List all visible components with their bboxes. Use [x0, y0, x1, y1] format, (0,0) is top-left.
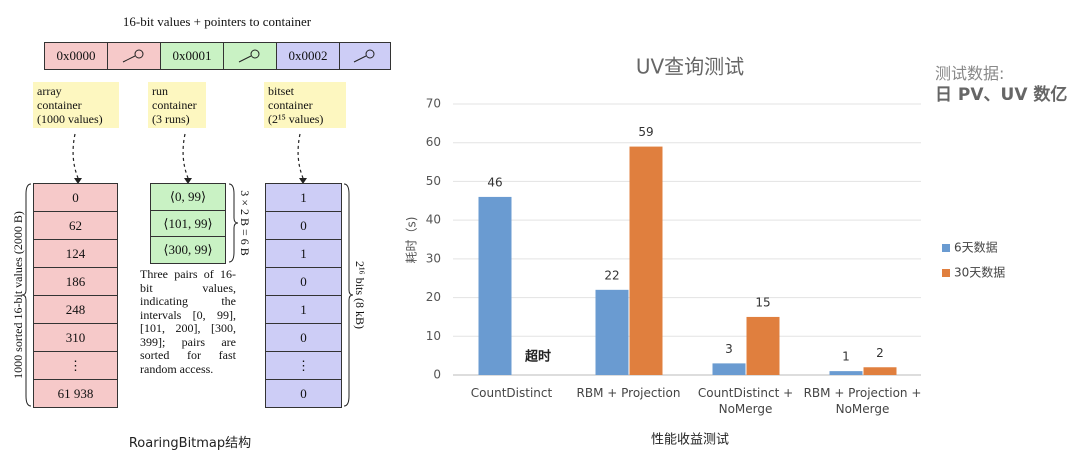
data-label: 15: [755, 295, 770, 309]
chart-caption: 性能收益测试: [651, 433, 729, 448]
container-cell: ⋮: [265, 351, 342, 380]
container-cell: ⟨0, 99⟩: [150, 183, 226, 211]
arrow: [182, 133, 189, 179]
container-label: array container (1000 values): [33, 82, 119, 128]
pointer-cell: [339, 42, 391, 70]
bar: [746, 316, 780, 375]
x-tick-label: CountDistinct: [470, 386, 553, 400]
container-cell: 0: [265, 267, 342, 296]
container-cell: 0: [265, 211, 342, 240]
container-cell: 248: [33, 295, 118, 324]
y-tick-label: 10: [426, 329, 441, 343]
container-size: 3 × 2 B = 6 B: [238, 190, 252, 256]
key-cell: 0x0000: [44, 42, 108, 70]
run-description: Three pairs of 16-bit values, indicating…: [140, 267, 236, 376]
container-cell: 0: [265, 379, 342, 408]
bar: [595, 289, 629, 375]
annotation: 超时: [525, 349, 551, 365]
legend-swatch: [942, 269, 950, 277]
data-label: 1: [842, 350, 850, 364]
bar: [629, 146, 663, 375]
arrow-head: [299, 178, 307, 184]
diagram-decoration: [21, 133, 354, 407]
container-cell: ⋮: [33, 351, 118, 380]
bar: [712, 363, 746, 375]
data-label: 22: [604, 268, 619, 282]
container-size: 1000 sorted 16-bit values (2000 B): [11, 211, 25, 379]
chart-title: UV查询测试: [636, 55, 744, 79]
x-tick-label: RBM + Projection: [576, 386, 681, 400]
key-cell: 0x0001: [160, 42, 224, 70]
data-label: 3: [725, 342, 733, 356]
legend-swatch: [942, 244, 950, 252]
key-cell: 0x0002: [276, 42, 340, 70]
brace: [343, 183, 354, 407]
container-cell: ⟨101, 99⟩: [150, 209, 226, 238]
container-cell: 186: [33, 267, 118, 296]
container-size: 2¹⁶ bits (8 kB): [353, 260, 367, 330]
y-tick-label: 20: [426, 290, 441, 304]
data-label: 46: [487, 175, 502, 189]
container-cell: 1: [265, 295, 342, 324]
pointer-cell: [107, 42, 161, 70]
side-note: 测试数据:: [935, 64, 1005, 83]
data-label: 2: [876, 346, 884, 360]
pointer-cell: [223, 42, 277, 70]
brace: [21, 183, 32, 407]
container-label: run container (3 runs): [148, 82, 206, 128]
container-cell: 1: [265, 183, 342, 212]
bar: [829, 371, 863, 375]
legend-label: 30天数据: [954, 265, 1005, 280]
bar: [863, 367, 897, 375]
y-tick-label: 40: [426, 213, 441, 227]
y-tick-label: 60: [426, 135, 441, 149]
data-label: 59: [638, 125, 653, 139]
arrow-head: [74, 178, 82, 184]
diagram-caption: RoaringBitmap结构: [128, 436, 252, 451]
diagram-title: 16-bit values + pointers to container: [122, 14, 312, 29]
container-cell: 62: [33, 211, 118, 240]
container-label: bitset container (2¹⁵ values): [264, 82, 346, 128]
brace: [228, 183, 239, 263]
arrow: [72, 133, 79, 179]
chart: UV查询测试 性能收益测试 耗时（s) 0 10 20 30 40 50 60 70 46 超时 2…: [405, 55, 1006, 448]
legend-label: 6天数据: [954, 240, 998, 255]
container-cell: 124: [33, 239, 118, 268]
bar: [478, 196, 512, 375]
x-tick-label: CountDistinct + NoMerge: [697, 386, 794, 416]
x-tick-label: RBM + Projection + NoMerge: [803, 386, 922, 416]
container-cell: 310: [33, 323, 118, 352]
container-cell: ⟨300, 99⟩: [150, 236, 226, 265]
arrow: [297, 133, 304, 179]
arrow-head: [184, 178, 192, 184]
side-note: 日 PV、UV 数亿: [935, 85, 1068, 105]
y-tick-label: 50: [426, 174, 441, 188]
y-tick-label: 70: [426, 97, 441, 111]
container-cell: 1: [265, 239, 342, 268]
y-axis-label: 耗时（s): [405, 217, 419, 264]
y-tick-label: 30: [426, 251, 441, 265]
container-cell: 61 938: [33, 379, 118, 408]
container-cell: 0: [33, 183, 118, 212]
y-tick-label: 0: [433, 368, 441, 382]
container-cell: 0: [265, 323, 342, 352]
